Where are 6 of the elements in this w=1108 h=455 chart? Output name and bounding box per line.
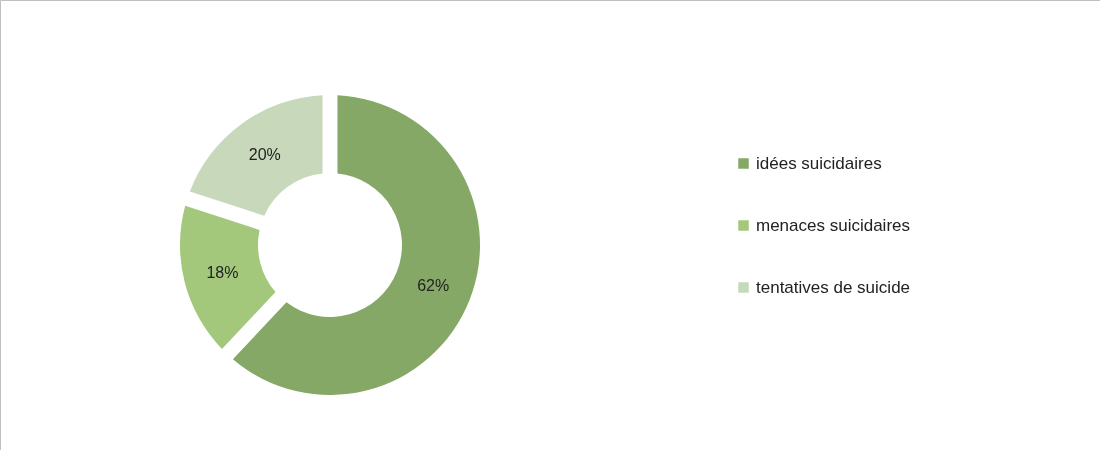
data-label: 62% [417,276,450,294]
data-label: 20% [248,146,281,164]
data-label: 18% [206,263,239,281]
legend-label: tentatives de suicide [756,277,911,297]
legend-label: menaces suicidaires [756,215,911,235]
legend-label: idées suicidaires [756,153,882,173]
